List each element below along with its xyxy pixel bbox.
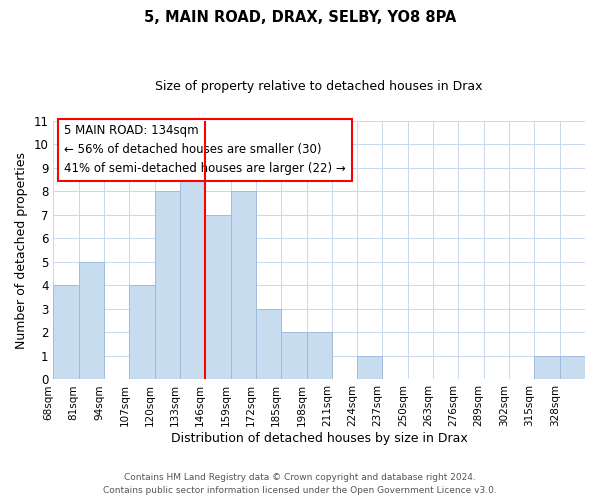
Bar [79,262,104,380]
Bar [53,286,79,380]
Bar [256,309,281,380]
X-axis label: Distribution of detached houses by size in Drax: Distribution of detached houses by size … [171,432,467,445]
Text: Contains HM Land Registry data © Crown copyright and database right 2024.
Contai: Contains HM Land Registry data © Crown c… [103,474,497,495]
Bar [130,286,155,380]
Text: 5 MAIN ROAD: 134sqm
← 56% of detached houses are smaller (30)
41% of semi-detach: 5 MAIN ROAD: 134sqm ← 56% of detached ho… [64,124,346,176]
Bar [535,356,560,380]
Text: 5, MAIN ROAD, DRAX, SELBY, YO8 8PA: 5, MAIN ROAD, DRAX, SELBY, YO8 8PA [144,10,456,25]
Bar [281,332,307,380]
Bar [155,191,180,380]
Title: Size of property relative to detached houses in Drax: Size of property relative to detached ho… [155,80,483,93]
Bar [357,356,382,380]
Y-axis label: Number of detached properties: Number of detached properties [15,152,28,348]
Bar [230,191,256,380]
Bar [307,332,332,380]
Bar [560,356,585,380]
Bar [180,168,205,380]
Bar [205,214,230,380]
